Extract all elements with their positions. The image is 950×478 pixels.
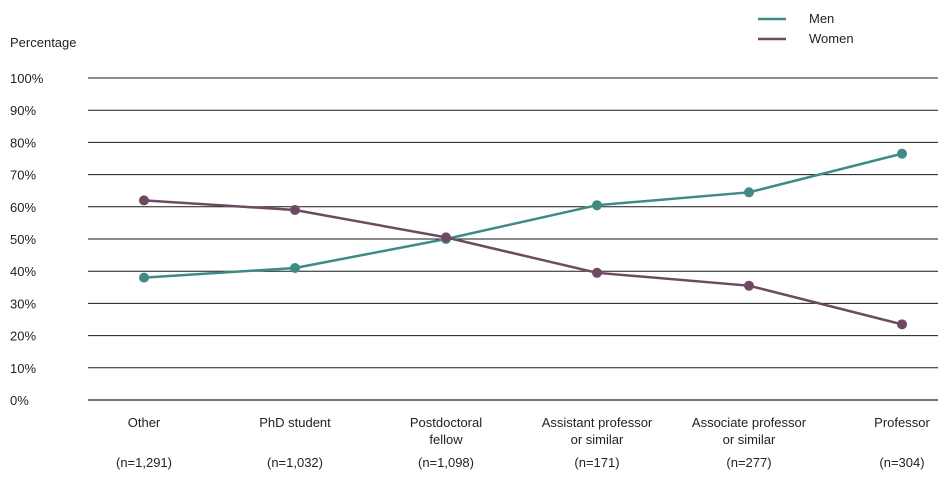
y-tick-label: 40%: [10, 264, 36, 279]
x-tick-label: Other: [128, 415, 161, 430]
x-tick-label: Assistant professor: [542, 415, 653, 430]
y-tick-label: 90%: [10, 103, 36, 118]
men-data-point: [139, 272, 149, 283]
y-tick-label: 70%: [10, 168, 36, 183]
x-tick-label: fellow: [429, 432, 463, 447]
y-tick-label: 80%: [10, 135, 36, 150]
y-tick-label: 10%: [10, 361, 36, 376]
men-data-point: [897, 148, 907, 159]
men-data-point: [290, 262, 300, 273]
legend-label: Men: [809, 11, 834, 26]
men-data-point: [744, 187, 754, 198]
women-data-point: [744, 280, 754, 291]
x-tick-label: Postdoctoral: [410, 415, 482, 430]
x-tick-label: or similar: [723, 432, 776, 447]
men-data-point: [592, 200, 602, 211]
sample-size-label: (n=171): [574, 455, 619, 470]
y-tick-label: 0%: [10, 393, 29, 408]
sample-size-label: (n=304): [879, 455, 924, 470]
y-axis-title: Percentage: [10, 35, 77, 50]
women-data-point: [592, 267, 602, 278]
sample-size-label: (n=277): [726, 455, 771, 470]
y-tick-label: 60%: [10, 200, 36, 215]
sample-size-label: (n=1,098): [418, 455, 474, 470]
x-axis-ticks: Other (n=1,291) PhD student (n=1,032) Postdo…: [116, 415, 930, 470]
y-tick-label: 100%: [10, 71, 44, 86]
x-tick-label: Associate professor: [692, 415, 807, 430]
series-lines: [139, 148, 907, 330]
y-tick-label: 30%: [10, 296, 36, 311]
x-tick-label: PhD student: [259, 415, 331, 430]
women-data-point: [290, 205, 300, 216]
x-tick-label: or similar: [571, 432, 624, 447]
women-series-line: [143, 199, 903, 326]
legend-label: Women: [809, 31, 854, 46]
men-series-line: [143, 152, 903, 279]
sample-size-label: (n=1,291): [116, 455, 172, 470]
women-data-point: [139, 195, 149, 206]
women-data-point: [441, 232, 451, 243]
sample-size-label: (n=1,032): [267, 455, 323, 470]
y-axis-ticks: 0% 10% 20% 30% 40% 50% 60% 70% 80% 90% 100%: [10, 71, 44, 408]
gridlines: [88, 77, 938, 401]
legend: Men Women: [758, 11, 854, 46]
x-tick-label: Professor: [874, 415, 930, 430]
y-tick-label: 20%: [10, 329, 36, 344]
y-tick-label: 50%: [10, 232, 36, 247]
women-data-point: [897, 319, 907, 330]
